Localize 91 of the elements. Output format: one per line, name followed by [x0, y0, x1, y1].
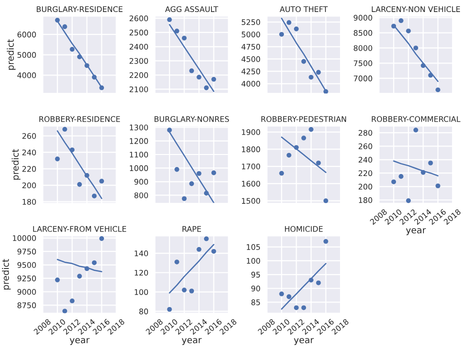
point — [406, 28, 411, 34]
point — [182, 196, 187, 202]
line-series — [56, 258, 102, 272]
point — [294, 305, 299, 310]
point — [55, 278, 60, 282]
point — [420, 170, 426, 175]
point — [286, 152, 292, 158]
point — [92, 260, 97, 266]
point — [182, 36, 187, 41]
point — [84, 266, 90, 272]
point — [92, 74, 97, 80]
point — [189, 68, 194, 74]
point — [189, 181, 194, 186]
point — [428, 160, 433, 166]
point — [406, 198, 411, 204]
point — [182, 288, 187, 292]
point — [167, 17, 172, 22]
point — [196, 74, 202, 80]
point — [316, 280, 321, 286]
point — [196, 247, 202, 252]
point — [323, 89, 328, 94]
point — [279, 170, 284, 176]
point — [308, 127, 314, 132]
point — [174, 28, 180, 34]
point — [189, 288, 194, 294]
point — [92, 194, 97, 198]
point — [204, 236, 209, 242]
point — [99, 236, 104, 241]
y-axis-title: predict — [12, 149, 20, 180]
point — [279, 292, 284, 296]
point — [70, 147, 75, 152]
point — [167, 306, 172, 312]
point — [301, 305, 306, 310]
point — [167, 128, 172, 132]
point — [211, 76, 216, 82]
point — [398, 18, 404, 24]
line-series — [393, 160, 439, 176]
point — [211, 170, 216, 176]
point — [84, 172, 90, 178]
point — [286, 20, 292, 25]
point — [436, 87, 440, 92]
x-axis-title: year — [182, 338, 202, 346]
x-axis-title: year — [294, 338, 314, 346]
point — [413, 46, 418, 50]
point — [204, 190, 209, 196]
point — [413, 128, 418, 132]
point — [99, 85, 104, 90]
point — [211, 248, 216, 254]
x-axis-title: year — [70, 338, 90, 346]
point — [204, 85, 209, 90]
point — [294, 26, 299, 32]
line-series — [280, 136, 326, 174]
point — [308, 74, 314, 80]
line-series — [168, 24, 214, 92]
point — [398, 174, 404, 179]
point — [84, 63, 90, 68]
point — [55, 18, 60, 23]
point — [174, 260, 180, 264]
point — [316, 70, 321, 75]
point — [294, 145, 299, 150]
point — [55, 156, 60, 162]
line-series — [280, 262, 326, 310]
point — [420, 63, 426, 68]
point — [436, 183, 440, 188]
x-axis-title: year — [406, 228, 426, 236]
point — [62, 24, 68, 30]
point — [62, 308, 68, 314]
point — [99, 178, 104, 184]
y-axis-title: predict — [2, 259, 11, 290]
point — [70, 46, 75, 52]
point — [77, 274, 82, 279]
point — [301, 136, 306, 140]
point — [196, 171, 202, 176]
point — [279, 32, 284, 37]
point — [308, 278, 314, 282]
point — [70, 298, 75, 304]
y-axis-title: predict — [6, 39, 16, 70]
point — [77, 54, 82, 60]
point — [174, 167, 180, 172]
point — [301, 59, 306, 64]
point — [62, 126, 68, 132]
point — [391, 179, 396, 184]
point — [428, 72, 433, 78]
point — [323, 239, 328, 244]
line-series — [56, 130, 102, 200]
point — [316, 160, 321, 166]
point — [391, 24, 396, 29]
point — [323, 198, 328, 204]
point — [77, 182, 82, 187]
line-series — [168, 244, 214, 294]
point — [286, 294, 292, 300]
